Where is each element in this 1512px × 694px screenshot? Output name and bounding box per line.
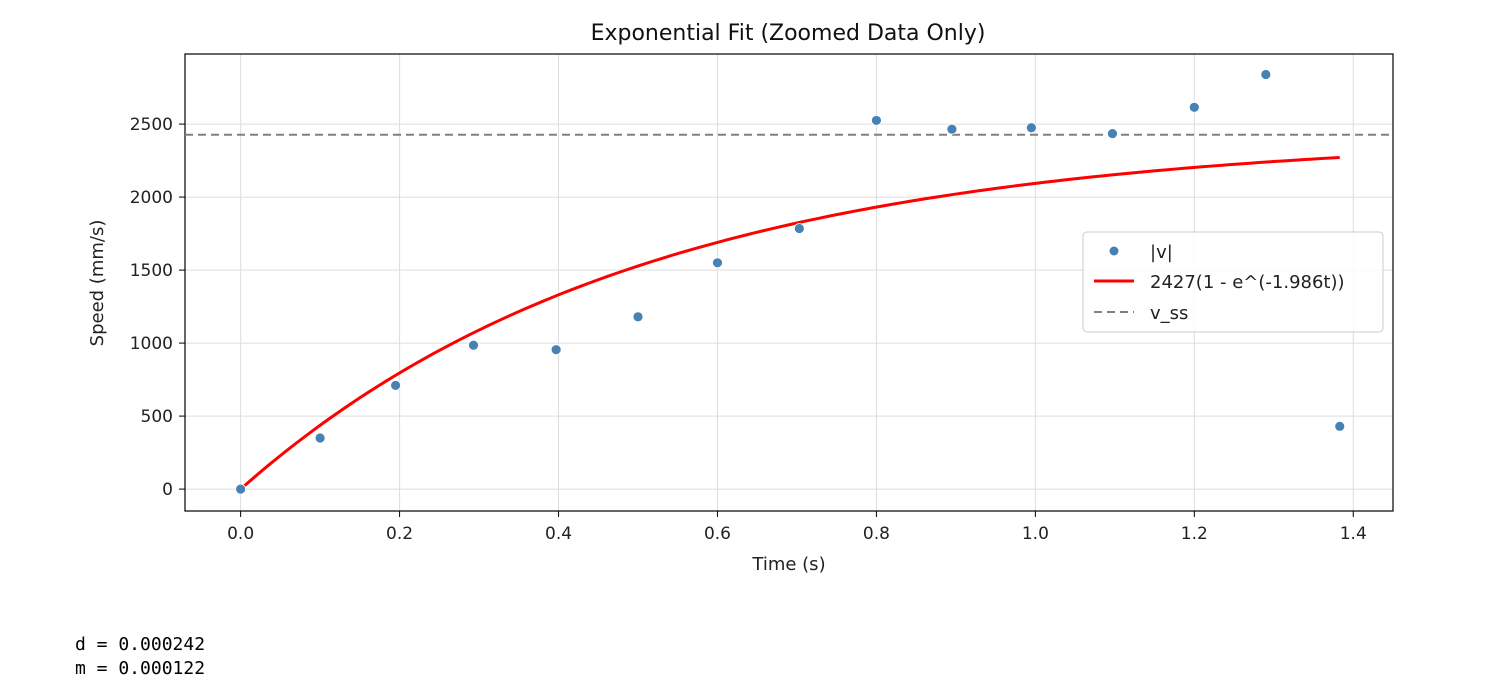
plot-frame — [184, 53, 1394, 512]
data-point — [1107, 128, 1118, 139]
legend-box — [1082, 231, 1384, 333]
y-tick-label: 2500 — [130, 115, 173, 135]
x-tick-label: 1.4 — [1340, 524, 1367, 544]
y-tick-label: 500 — [141, 407, 173, 427]
data-point — [390, 380, 402, 391]
fit-curve — [239, 155, 1340, 491]
output-line-m: m = 0.000122 — [75, 658, 206, 679]
cell-output: d = 0.000242 m = 0.000122 — [75, 633, 205, 681]
data-point — [946, 123, 958, 135]
x-tick-label: 0.6 — [704, 524, 731, 544]
data-point — [1334, 420, 1346, 432]
y-axis: 0 500 1000 1500 2000 2500 — [130, 115, 185, 500]
chart-title: Exponential Fit (Zoomed Data Only) — [591, 21, 986, 46]
plot-marks — [185, 69, 1393, 495]
data-point — [712, 257, 723, 269]
data-point — [632, 311, 644, 323]
x-axis: 0.0 0.2 0.4 0.6 0.8 1.0 1.2 1.4 — [227, 511, 1367, 544]
legend-label-vss: v_ss — [1150, 303, 1188, 324]
y-axis-label: Speed (mm/s) — [87, 220, 108, 347]
legend-label-fit: 2427(1 - e^(-1.986t)) — [1150, 272, 1345, 293]
x-tick-label: 0.2 — [386, 524, 413, 544]
chart: Exponential Fit (Zoomed Data Only) 0.0 0.… — [87, 21, 1394, 575]
data-point — [871, 115, 882, 126]
legend-marker-scatter — [1109, 246, 1119, 256]
data-point — [1260, 69, 1272, 80]
data-point — [235, 483, 247, 495]
legend: |v| 2427(1 - e^(-1.986t)) v_ss — [1082, 231, 1384, 333]
x-tick-label: 0.8 — [863, 524, 890, 544]
output-line-d: d = 0.000242 — [75, 634, 206, 655]
x-tick-label: 0.4 — [545, 524, 572, 544]
y-tick-label: 1500 — [130, 261, 173, 281]
y-tick-label: 0 — [162, 480, 173, 500]
data-point — [314, 432, 326, 444]
data-point — [1025, 122, 1037, 134]
data-point — [1188, 101, 1200, 113]
y-tick-label: 2000 — [130, 188, 173, 208]
y-tick-label: 1000 — [130, 334, 173, 354]
x-tick-label: 1.0 — [1022, 524, 1049, 544]
legend-label-scatter: |v| — [1150, 242, 1173, 263]
x-axis-label: Time (s) — [751, 554, 825, 575]
data-point — [550, 344, 562, 356]
data-point — [793, 223, 805, 234]
x-tick-label: 0.0 — [227, 524, 254, 544]
data-point — [468, 339, 479, 351]
x-tick-label: 1.2 — [1181, 524, 1208, 544]
